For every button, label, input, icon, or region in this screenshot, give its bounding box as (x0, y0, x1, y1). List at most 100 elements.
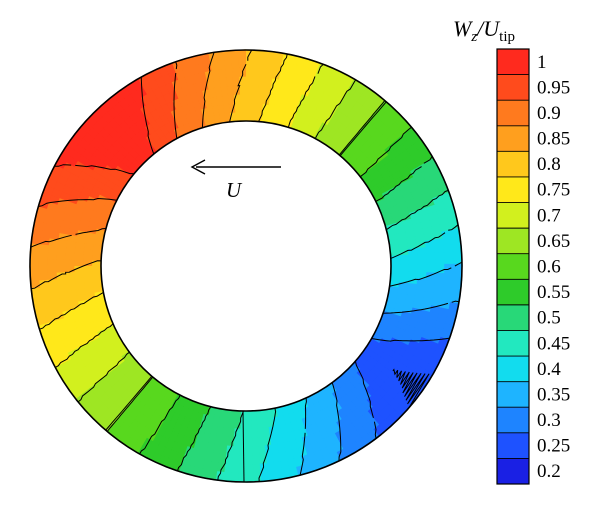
contour-cell (379, 206, 392, 217)
contour-cell (308, 126, 319, 138)
contour-cell (105, 106, 119, 121)
colorbar-swatch (497, 125, 529, 152)
contour-line (217, 410, 244, 481)
contour-cell (117, 347, 130, 359)
contour-cell (390, 264, 401, 272)
colorbar-swatch (497, 381, 529, 408)
contour-cell (378, 407, 392, 421)
contour-cell (85, 127, 99, 141)
contour-line (423, 156, 433, 164)
contour-cell (169, 401, 180, 414)
contour-cell (391, 125, 406, 139)
contour-cell (173, 394, 184, 406)
contour-cell (329, 140, 342, 152)
colorbar-frame (496, 48, 530, 485)
contour-cell (172, 116, 184, 129)
contour-cell (388, 397, 402, 411)
contour-cell (150, 380, 163, 392)
contour-cell (452, 271, 463, 282)
contour-cell (250, 67, 260, 78)
contour-line (177, 406, 212, 471)
contour-cell (100, 111, 114, 125)
contour-cell (251, 49, 262, 60)
contour-cell (162, 121, 174, 134)
contour-cell (249, 93, 259, 104)
colorbar-ticks: 1 0.95 0.9 0.85 0.8 0.75 0.7 0.65 0.6 0.55 0.5 0.45… (537, 52, 570, 482)
contour-line (386, 189, 449, 231)
velocity-arrow: U (190, 159, 281, 202)
contour-cell (29, 250, 40, 261)
contour-cell (373, 192, 385, 203)
contour-cell (368, 182, 380, 194)
contour-line (389, 267, 452, 287)
contour-cell (29, 258, 40, 269)
contour-cell (318, 398, 330, 411)
contour-cell (167, 129, 178, 142)
contour-cell (388, 183, 401, 195)
contour-cell (64, 259, 75, 268)
contour-line (339, 101, 387, 157)
contour-cell (95, 174, 108, 187)
contour-line (451, 300, 460, 303)
contour-cell (391, 188, 404, 200)
colorbar-tick-label: 0.2 (537, 461, 561, 482)
contour-line (106, 376, 154, 432)
contour-cell (244, 111, 252, 122)
contour-cell (243, 67, 253, 77)
contour-cell (313, 401, 325, 413)
contour-line (39, 291, 104, 330)
contour-cell (102, 320, 115, 331)
contour-cell (372, 173, 385, 185)
contour-cell (232, 446, 242, 456)
contour-cell (56, 252, 66, 262)
colorbar-tick-label: 0.5 (537, 308, 561, 329)
colorbar-tick-label: 0.75 (537, 180, 570, 201)
colorbar-swatch (497, 304, 529, 331)
contour-cell (233, 437, 242, 448)
contour-line (392, 368, 430, 408)
contour-cell (153, 127, 165, 140)
contour-line (105, 375, 153, 431)
contour-cell (230, 472, 241, 483)
contour-cell (384, 345, 397, 358)
colorbar-swatch (497, 202, 529, 229)
contour-cell (377, 110, 391, 124)
contour-cell (309, 393, 320, 405)
contour-cell (164, 399, 176, 412)
blade-seam-line (242, 410, 245, 483)
contour-line (371, 337, 450, 342)
contour-cell (159, 406, 172, 419)
contour-cell (176, 124, 188, 137)
colorbar-swatch (497, 356, 529, 383)
contour-cell (379, 336, 392, 348)
contour-cell (106, 174, 119, 186)
colorbar-tick-label: 0.4 (537, 359, 561, 380)
contour-cell (159, 396, 171, 409)
contour-cell (370, 187, 383, 198)
contour-cell (417, 270, 428, 279)
colorbar-tick-label: 0.95 (537, 77, 570, 98)
contour-cell (327, 382, 339, 395)
colorbar-swatch (497, 100, 529, 127)
contour-line (38, 197, 117, 207)
contour-line (373, 421, 377, 439)
contour-cell (96, 328, 109, 340)
contour-cell (181, 122, 192, 135)
contour-cell (386, 340, 399, 353)
contour-cell (393, 391, 407, 405)
contour-cell (107, 347, 120, 359)
annulus-contour-plot (29, 49, 463, 483)
contour-cell (86, 393, 101, 407)
colorbar-swatch (497, 432, 529, 459)
contour-cell (244, 76, 253, 86)
contour-cell (244, 84, 253, 95)
contour-cell (383, 402, 397, 416)
contour-line (448, 224, 459, 231)
contour-cell (106, 193, 118, 204)
contour-cell (375, 177, 388, 190)
velocity-label: U (226, 178, 243, 202)
colorbar-tick-label: 0.45 (537, 333, 570, 354)
contour-cell (162, 132, 174, 144)
contour-cell (38, 251, 49, 262)
